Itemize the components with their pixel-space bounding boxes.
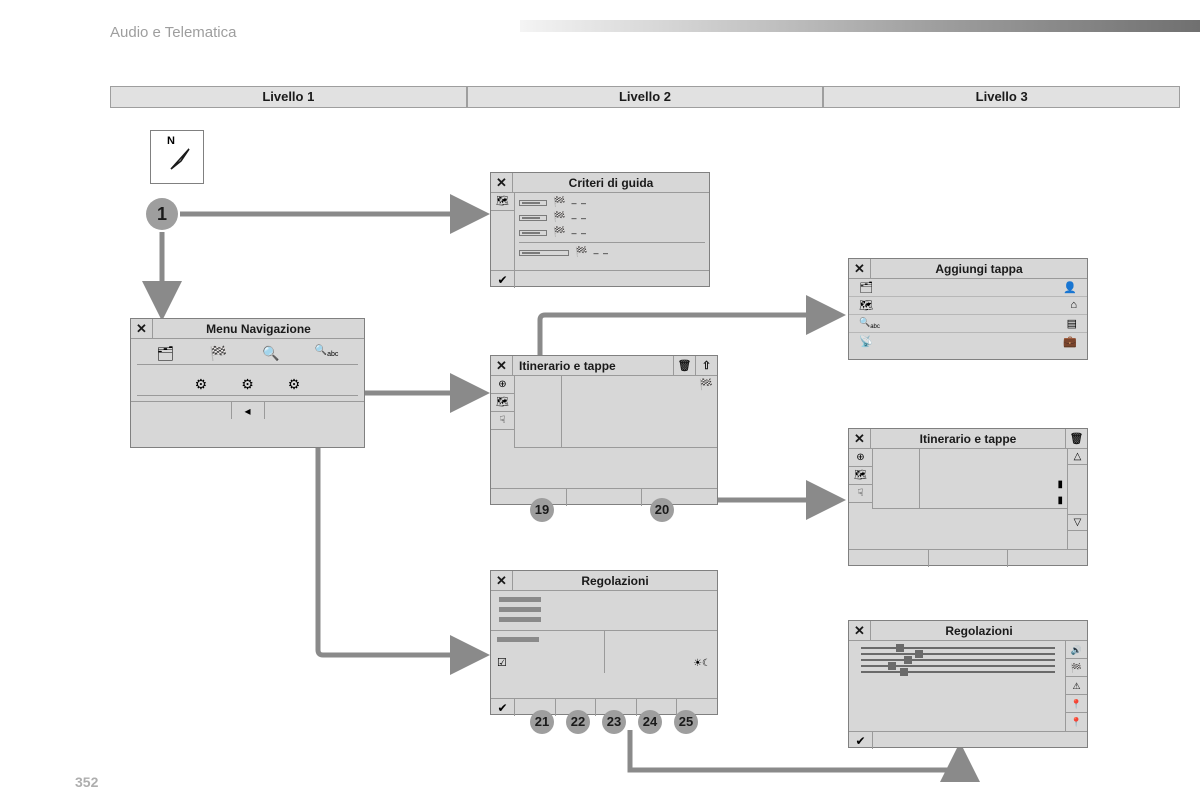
day-night-icon[interactable]: ☀☾ <box>693 658 711 669</box>
section-header: Audio e Telematica <box>110 24 236 41</box>
level-3-cell: Livello 3 <box>823 86 1180 108</box>
pin-icon: ▮ <box>1057 479 1063 490</box>
panel-title: Aggiungi tappa <box>871 262 1087 276</box>
map-icon[interactable]: 🗺 <box>849 467 872 485</box>
hand-icon[interactable]: ☟ <box>491 412 514 430</box>
compass-arrow-icon <box>151 131 205 185</box>
card-icon[interactable]: 🗂 <box>157 345 175 362</box>
tab-badge-24: 24 <box>638 710 662 734</box>
panel-itinerario-1: ✕ Itinerario e tappe 🗑 ⇧ ⊕ 🗺 ☟ 🏁 <box>490 355 718 505</box>
search-abc-icon[interactable]: 🔍abc <box>859 317 880 330</box>
map-icon[interactable]: 🗺 <box>859 299 873 312</box>
tab-badge-22: 22 <box>566 710 590 734</box>
satellite-icon[interactable]: 📡 <box>859 335 873 348</box>
search-abc-icon[interactable]: 🔍abc <box>315 345 339 362</box>
warning-icon[interactable]: ⚠ <box>1066 677 1087 695</box>
pin-icon[interactable]: 📍 <box>1066 713 1087 731</box>
contacts-icon[interactable]: ▤ <box>1067 317 1077 330</box>
map-icon[interactable]: 🗺 <box>491 394 514 412</box>
vol-icon[interactable]: 🔊 <box>1066 641 1087 659</box>
flag-icon: 🏁 <box>699 378 713 391</box>
ok-icon[interactable]: ✔ <box>491 271 515 288</box>
close-icon[interactable]: ✕ <box>491 356 513 376</box>
page-number: 352 <box>75 774 98 790</box>
panel-itinerario-2: ✕ Itinerario e tappe 🗑 ⊕ 🗺 ☟ △ ▽ ▮ ▮ <box>848 428 1088 566</box>
card-icon[interactable]: 🗂 <box>859 281 873 294</box>
map-icon[interactable]: 🗺 <box>491 193 514 211</box>
flag-icon[interactable]: 🏁 <box>1066 659 1087 677</box>
level-1-cell: Livello 1 <box>110 86 467 108</box>
panel-title: Menu Navigazione <box>153 322 364 336</box>
tab-badge-19: 19 <box>530 498 554 522</box>
person-icon[interactable]: 👤 <box>1063 281 1077 294</box>
panel-criteri-di-guida: ✕ Criteri di guida 🗺 🏁– – 🏁– – 🏁– – 🏁– –… <box>490 172 710 287</box>
close-icon[interactable]: ✕ <box>849 429 871 449</box>
level-2-cell: Livello 2 <box>467 86 824 108</box>
level-header-row: Livello 1 Livello 2 Livello 3 <box>110 86 1180 108</box>
plus-icon[interactable]: ⊕ <box>491 376 514 394</box>
checkbox-icon[interactable]: ☑ <box>497 656 507 669</box>
nav-icon-row-2: ⚙ ⚙ ⚙ <box>131 370 364 395</box>
ok-icon[interactable]: ✔ <box>491 699 515 716</box>
down-arrow-icon[interactable]: ▽ <box>1068 515 1087 531</box>
compass-n-label: N <box>167 135 175 147</box>
tab-badge-25: 25 <box>674 710 698 734</box>
gear-time-icon[interactable]: ⚙ <box>195 376 208 393</box>
panel-title: Itinerario e tappe <box>871 432 1065 446</box>
close-icon[interactable]: ✕ <box>491 173 513 193</box>
close-icon[interactable]: ✕ <box>131 319 153 339</box>
up-arrow-icon[interactable]: △ <box>1068 449 1087 465</box>
up-icon[interactable]: ⇧ <box>695 356 717 376</box>
gear-music-icon[interactable]: ⚙ <box>241 376 254 393</box>
panel-title: Itinerario e tappe <box>513 359 673 373</box>
panel-regolazioni-2: ✕ Regolazioni 🔊 🏁 ⚠ 📍 📍 ✔ <box>848 620 1088 748</box>
panel-title: Regolazioni <box>871 624 1087 638</box>
tab-badge-23: 23 <box>602 710 626 734</box>
panel-title: Criteri di guida <box>513 176 709 190</box>
pin-icon: ▮ <box>1057 495 1063 506</box>
header-gradient <box>520 20 1200 32</box>
home-icon[interactable]: ⌂ <box>1070 299 1077 312</box>
close-icon[interactable]: ✕ <box>491 571 513 591</box>
trash-icon[interactable]: 🗑 <box>1065 429 1087 449</box>
search-person-icon[interactable]: 🔍 <box>262 345 279 362</box>
close-icon[interactable]: ✕ <box>849 259 871 279</box>
panel-regolazioni-1: ✕ Regolazioni ☑ ☀☾ ✔ <box>490 570 718 715</box>
close-icon[interactable]: ✕ <box>849 621 871 641</box>
tab-badge-21: 21 <box>530 710 554 734</box>
slider-5[interactable] <box>855 669 1061 675</box>
briefcase-icon[interactable]: 💼 <box>1063 335 1077 348</box>
panel-menu-navigazione: ✕ Menu Navigazione 🗂 🏁 🔍 🔍abc ⚙ ⚙ ⚙ ◂ <box>130 318 365 448</box>
tab-badge-20: 20 <box>650 498 674 522</box>
gear-settings-icon[interactable]: ⚙ <box>288 376 301 393</box>
panel-aggiungi-tappa: ✕ Aggiungi tappa 🗂 👤 🗺 ⌂ 🔍abc ▤ 📡 💼 <box>848 258 1088 360</box>
panel-title: Regolazioni <box>513 574 717 588</box>
step-badge-1: 1 <box>146 198 178 230</box>
compass-card: N <box>150 130 204 184</box>
flag-icon[interactable]: 🏁 <box>209 345 226 362</box>
plus-icon[interactable]: ⊕ <box>849 449 872 467</box>
speaker-icon[interactable]: ◂ <box>231 402 265 419</box>
hand-icon[interactable]: ☟ <box>849 485 872 503</box>
ok-icon[interactable]: ✔ <box>849 732 873 749</box>
trash-icon[interactable]: 🗑 <box>673 356 695 376</box>
nav-icon-row-1: 🗂 🏁 🔍 🔍abc <box>131 339 364 364</box>
pin-icon[interactable]: 📍 <box>1066 695 1087 713</box>
